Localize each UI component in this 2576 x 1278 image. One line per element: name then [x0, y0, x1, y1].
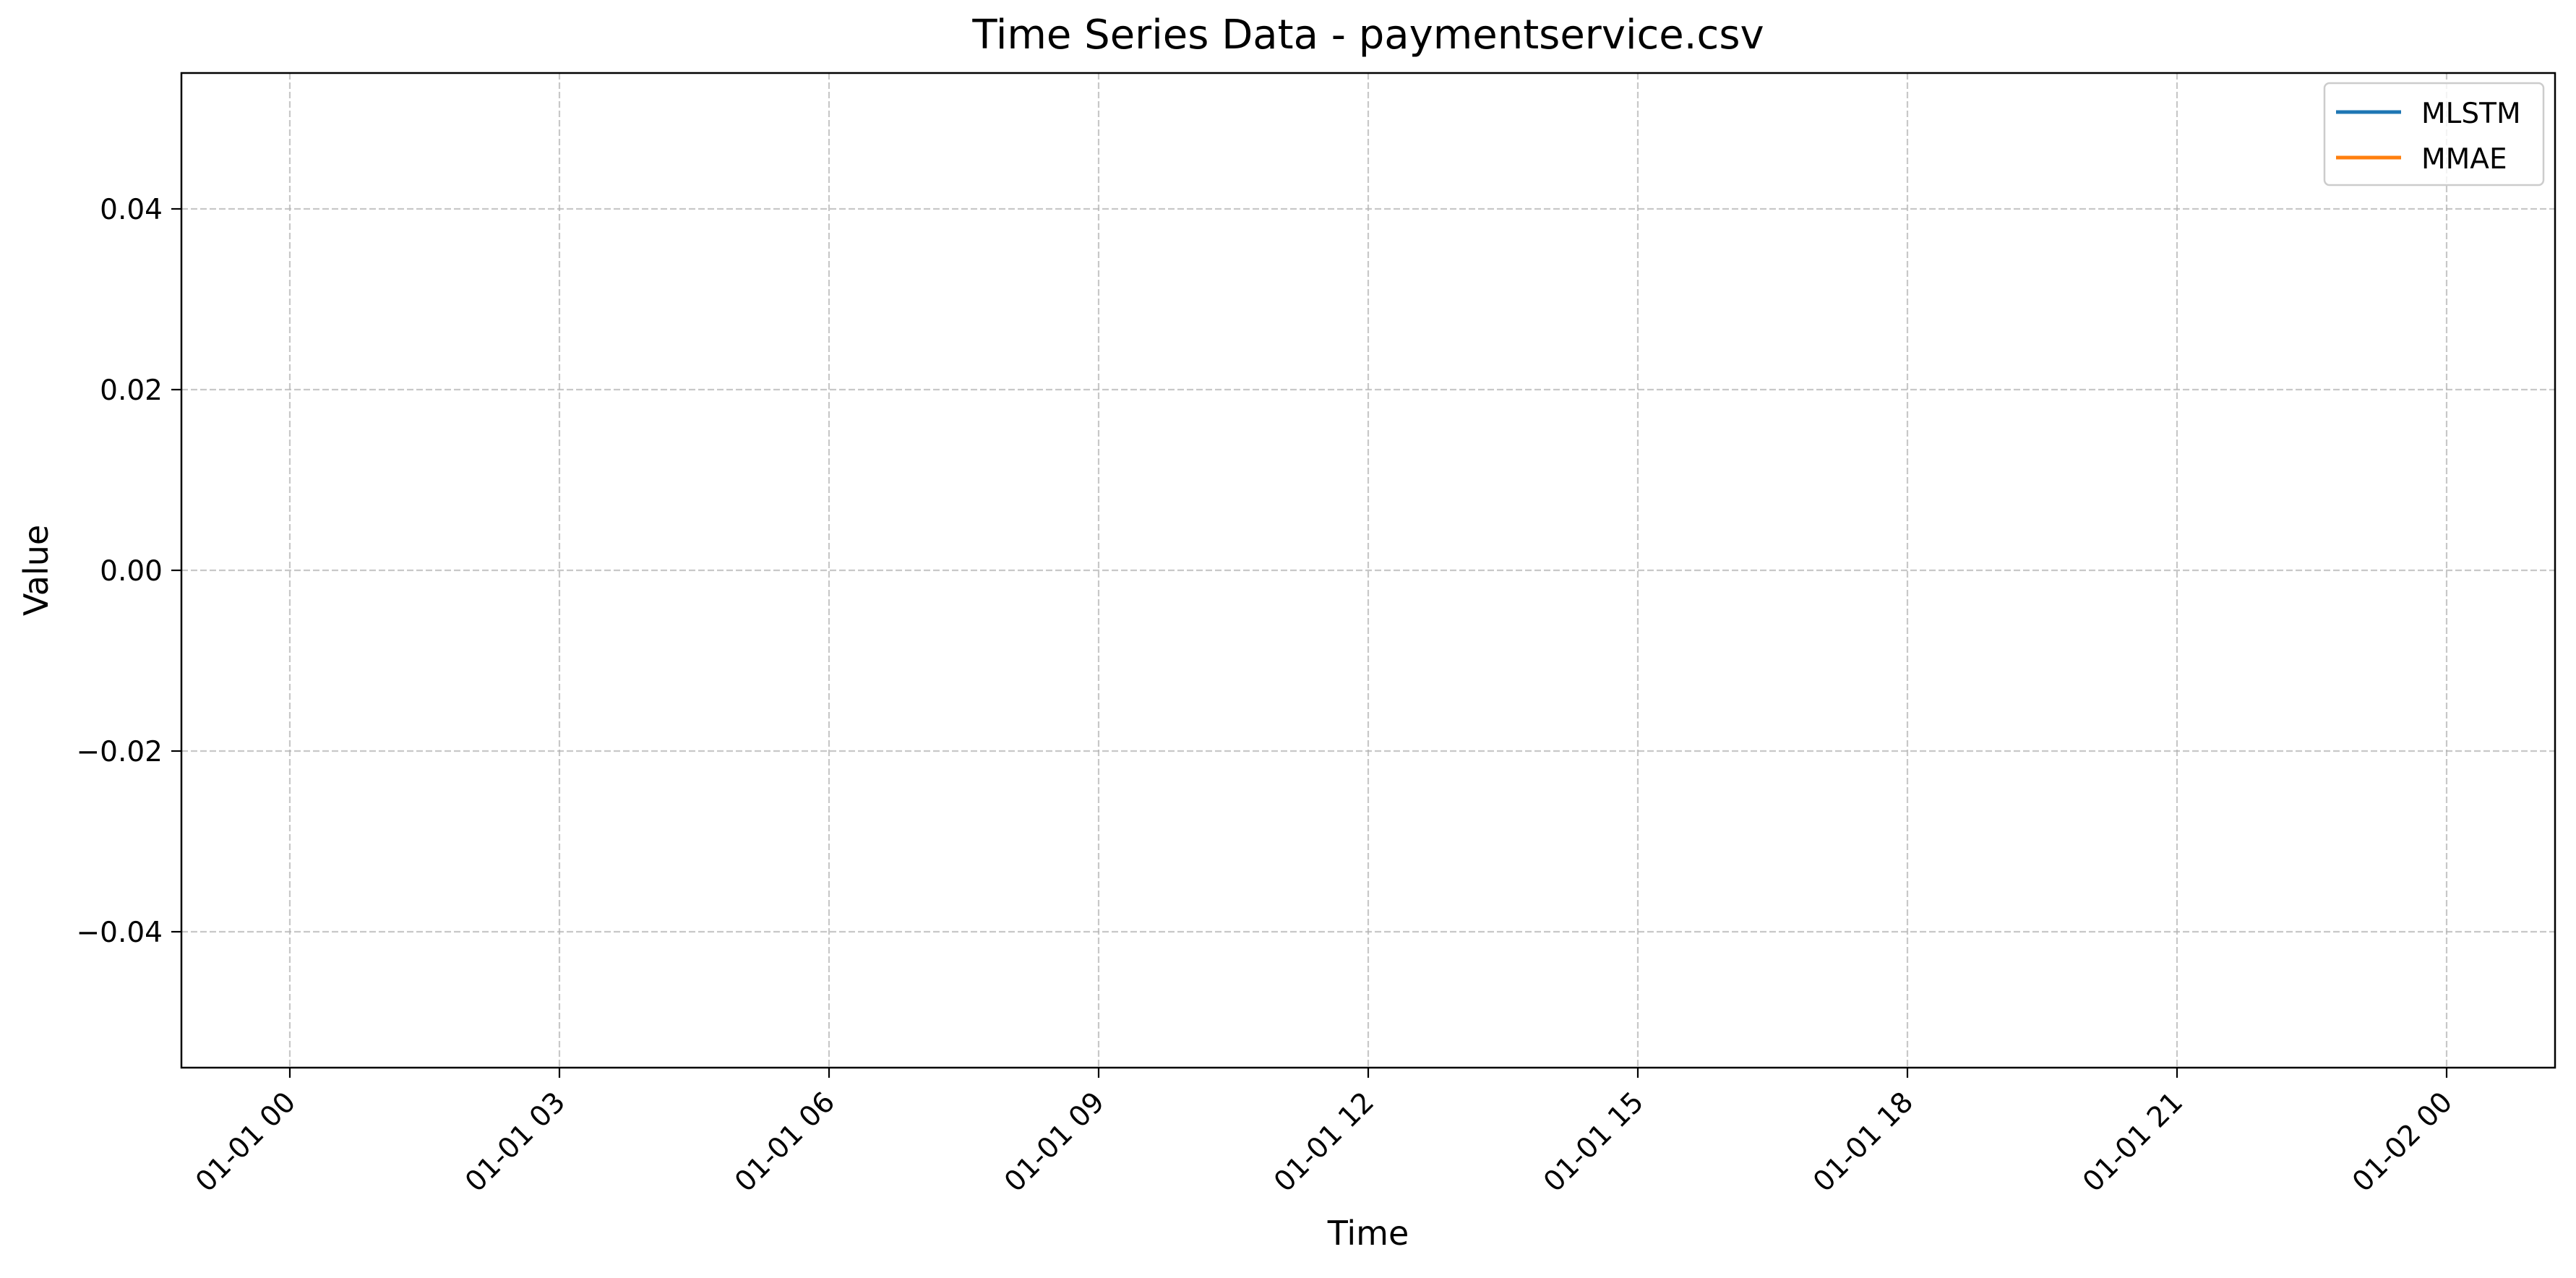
y-axis-label: Value: [17, 525, 56, 616]
legend-box: [2323, 82, 2545, 186]
y-tick-label: −0.02: [76, 736, 163, 768]
y-tick-label: 0.00: [100, 555, 163, 588]
legend-label-mmae: MMAE: [2421, 143, 2507, 176]
legend-label-mlstm: MLSTM: [2421, 98, 2521, 130]
y-axis: 0.04 0.02 0.00 −0.02 −0.04: [76, 194, 181, 949]
y-tick-label: 0.02: [100, 374, 163, 407]
grid-lines: [181, 73, 2555, 1068]
y-tick-label: −0.04: [76, 917, 163, 949]
x-axis-label: Time: [1327, 1214, 1409, 1253]
legend: MLSTM MMAE: [2323, 82, 2545, 186]
y-tick-label: 0.04: [100, 194, 163, 226]
chart-title: Time Series Data - paymentservice.csv: [971, 12, 1764, 59]
